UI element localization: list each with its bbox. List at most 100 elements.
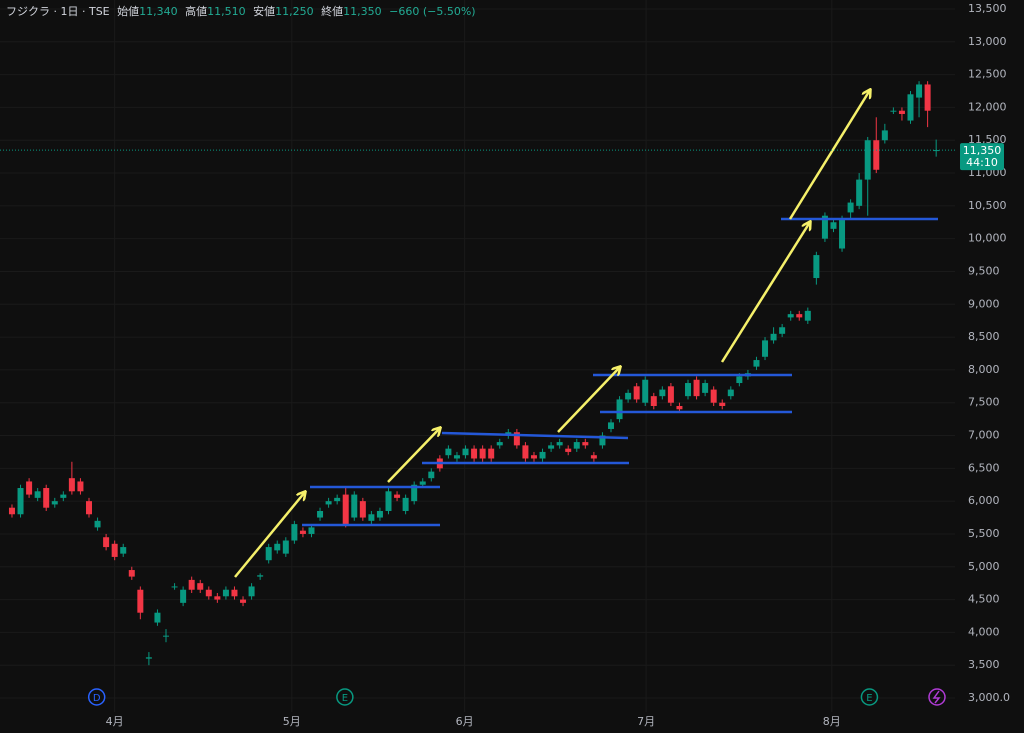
candle-body xyxy=(453,455,460,459)
y-tick-label: 9,000 xyxy=(968,297,1000,310)
candle-body xyxy=(334,497,341,502)
candle-body xyxy=(762,340,769,357)
candle-body xyxy=(710,389,717,403)
open-label: 始値 xyxy=(117,4,139,18)
candle-body xyxy=(496,442,503,446)
event-badge xyxy=(87,688,106,706)
candle-body xyxy=(85,501,92,515)
candle-body xyxy=(26,481,33,495)
candle-body xyxy=(565,448,572,452)
candle-body xyxy=(188,579,195,590)
candle-body xyxy=(787,314,794,318)
y-tick-label: 12,000 xyxy=(968,100,1007,113)
y-tick-label: 6,500 xyxy=(968,461,1000,474)
close-value: 11,350 xyxy=(343,5,382,18)
candle-body xyxy=(625,392,632,400)
symbol: フジクラ · 1日 · TSE xyxy=(6,5,110,18)
candle-body xyxy=(60,494,67,498)
candle-body xyxy=(556,442,563,446)
candle-body xyxy=(753,360,760,367)
candle-body xyxy=(693,379,700,397)
candle-body xyxy=(120,547,127,554)
range-line xyxy=(441,431,629,440)
candle-body xyxy=(51,501,58,505)
change: −660 (−5.50%) xyxy=(389,5,475,18)
y-tick-label: 7,500 xyxy=(968,396,1000,409)
candle-body xyxy=(676,405,683,410)
arrow xyxy=(234,492,305,578)
candle-body xyxy=(163,635,170,637)
candle-body xyxy=(359,501,366,518)
event-badge xyxy=(336,688,354,706)
close-label: 終値 xyxy=(321,4,343,18)
y-tick-label: 5,000 xyxy=(968,560,1000,573)
high-value: 11,510 xyxy=(207,5,246,18)
y-tick-label: 8,000 xyxy=(968,363,1000,376)
candle-body xyxy=(839,218,846,249)
candle-body xyxy=(394,494,401,498)
candle-body xyxy=(68,478,75,492)
candle-body xyxy=(770,333,777,341)
x-tick-label: 8月 xyxy=(823,715,841,728)
candle-body xyxy=(685,383,692,397)
candle-body xyxy=(599,435,606,446)
header: フジクラ · 1日 · TSE 始値11,340 高値11,510 安値11,2… xyxy=(6,4,476,18)
candle-body xyxy=(924,84,931,111)
candle-body xyxy=(325,501,332,505)
open-value: 11,340 xyxy=(139,5,178,18)
candle-body xyxy=(265,547,272,561)
candle-body xyxy=(317,510,324,518)
candle-body xyxy=(180,589,187,603)
candle-body xyxy=(907,94,914,121)
price-label-box xyxy=(960,143,1004,171)
candle-body xyxy=(103,537,110,548)
candle-body xyxy=(607,422,614,429)
event-label: E xyxy=(866,693,872,704)
candle-body xyxy=(376,510,383,518)
candle-body xyxy=(77,481,84,492)
candle-body xyxy=(137,589,144,613)
candle-body xyxy=(282,540,289,554)
candle-body xyxy=(873,140,880,170)
candle-body xyxy=(702,383,709,393)
candle-body xyxy=(667,386,674,403)
arrow xyxy=(788,90,870,220)
event-label: E xyxy=(342,693,348,704)
candle-body xyxy=(856,179,863,206)
y-tick-label: 6,000 xyxy=(968,494,1000,507)
candle-body xyxy=(650,396,657,406)
candles xyxy=(8,81,940,666)
x-tick-label: 5月 xyxy=(283,715,301,728)
y-tick-label: 11,500 xyxy=(968,133,1007,146)
candle-body xyxy=(43,488,50,508)
y-tick-label: 4,500 xyxy=(968,593,1000,606)
candle-body xyxy=(222,589,229,597)
arrow xyxy=(557,367,620,433)
candle-body xyxy=(34,491,41,498)
candle-body xyxy=(411,484,418,502)
candle-body xyxy=(616,399,623,420)
candle-body xyxy=(308,527,315,534)
candle-body xyxy=(171,586,178,588)
candle-body xyxy=(642,379,649,403)
candle-body xyxy=(881,130,888,141)
candle-body xyxy=(402,497,409,511)
y-tick-label: 7,000 xyxy=(968,429,1000,442)
candle-body xyxy=(736,376,743,384)
candle-body xyxy=(488,448,495,459)
candle-body xyxy=(471,448,478,459)
candle-body xyxy=(916,84,923,98)
y-tick-label: 10,000 xyxy=(968,232,1007,245)
candle-body xyxy=(590,455,597,459)
x-tick-label: 7月 xyxy=(637,715,655,728)
candle-body xyxy=(385,491,392,511)
candle-body xyxy=(847,202,854,213)
candle-body xyxy=(428,471,435,479)
candle-body xyxy=(633,386,640,400)
y-tick-label: 10,500 xyxy=(968,199,1007,212)
arrow xyxy=(720,222,810,363)
y-tick-label: 12,500 xyxy=(968,68,1007,81)
candle-body xyxy=(240,599,247,603)
candle-body xyxy=(479,448,486,459)
y-tick-label: 3,500 xyxy=(968,658,1000,671)
